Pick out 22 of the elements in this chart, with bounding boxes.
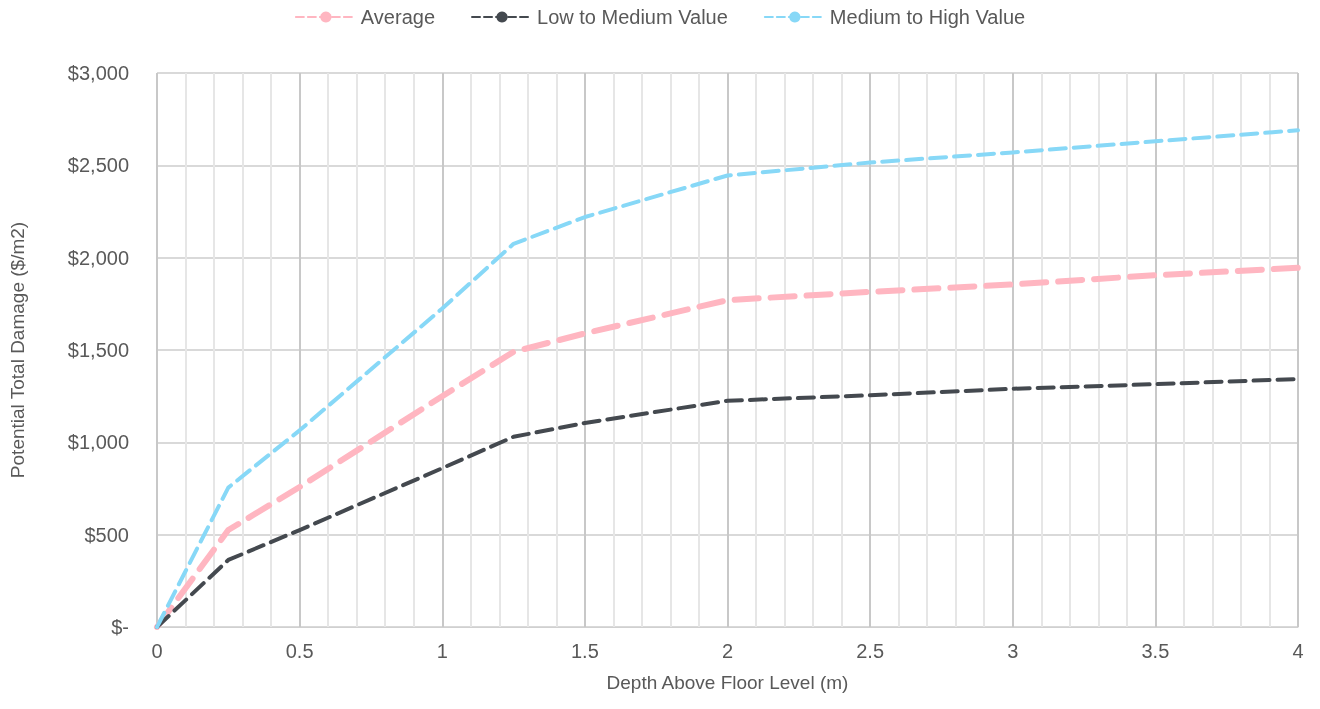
x-tick-label: 2.5 [856, 640, 885, 662]
x-tick-label: 1.5 [570, 640, 599, 662]
legend-label: Average [360, 6, 436, 28]
legend-label: Low to Medium Value [537, 6, 728, 28]
y-tick-label: $1,000 [67, 431, 129, 454]
x-tick-label: 3.5 [1141, 640, 1170, 662]
y-tick-label: $2,000 [67, 246, 129, 269]
y-axis-title: Potential Total Damage ($/m2) [7, 221, 28, 479]
x-tick-label: 1 [436, 640, 448, 662]
y-tick-label: $- [111, 616, 129, 638]
y-tick-label: $1,500 [67, 339, 129, 361]
x-tick-label: 0.5 [285, 640, 314, 662]
y-tick-label: $3,000 [67, 62, 129, 84]
x-axis-title: Depth Above Floor Level (m) [606, 672, 849, 693]
y-tick-label: $2,500 [67, 154, 129, 177]
legend-label: Medium to High Value [829, 6, 1026, 28]
x-tick-label: 0 [151, 640, 163, 662]
x-tick-label: 2 [721, 640, 734, 662]
x-tick-label: 4 [1292, 640, 1304, 662]
line-series [155, 128, 1300, 629]
y-tick-label: $500 [84, 523, 129, 546]
x-tick-label: 3 [1007, 640, 1019, 662]
